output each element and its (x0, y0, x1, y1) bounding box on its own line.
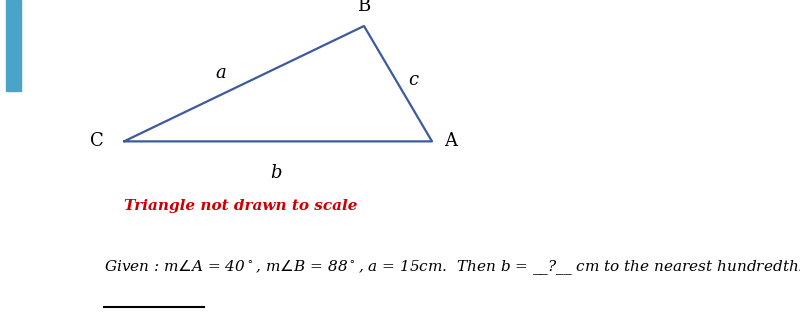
Text: Triangle not drawn to scale: Triangle not drawn to scale (124, 199, 358, 214)
Text: B: B (358, 0, 370, 15)
Text: a: a (216, 64, 226, 82)
Bar (6, 0, 21, 91)
Text: c: c (408, 71, 418, 89)
Text: C: C (90, 132, 104, 150)
Text: A: A (444, 132, 457, 150)
Text: b: b (270, 164, 282, 182)
Text: Given : m$\angle$A = 40$^\circ$, m$\angle$B = 88$^\circ$, a = 15cm.  Then b = __: Given : m$\angle$A = 40$^\circ$, m$\angl… (104, 259, 800, 278)
